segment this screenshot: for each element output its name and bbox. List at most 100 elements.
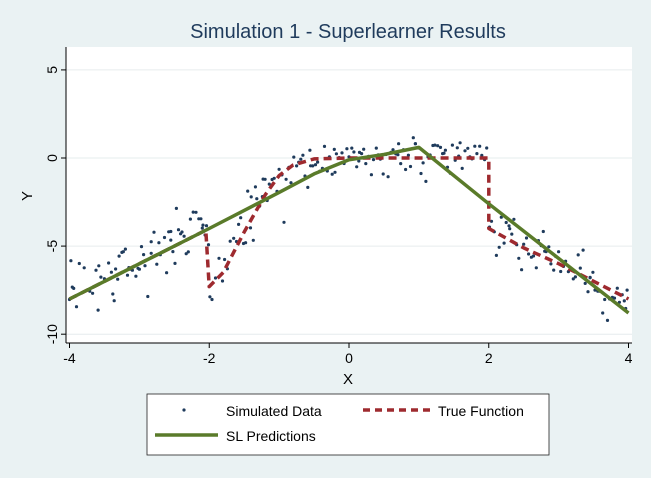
scatter-point xyxy=(480,153,484,157)
y-tick-label: -10 xyxy=(44,324,60,344)
scatter-point xyxy=(386,175,390,179)
scatter-point xyxy=(111,292,115,296)
scatter-point xyxy=(109,270,113,274)
scatter-point xyxy=(249,195,253,199)
scatter-point xyxy=(152,230,156,234)
x-tick-label: 0 xyxy=(345,350,353,366)
scatter-point xyxy=(284,177,288,181)
scatter-point xyxy=(622,299,626,303)
scatter-series xyxy=(67,136,629,322)
scatter-point xyxy=(466,146,470,150)
scatter-point xyxy=(438,145,443,149)
scatter-point xyxy=(169,229,173,234)
legend-box xyxy=(146,393,550,456)
x-tick-label: 4 xyxy=(625,350,633,366)
scatter-point xyxy=(237,222,241,226)
scatter-point xyxy=(578,266,582,270)
scatter-point xyxy=(413,142,417,146)
scatter-point xyxy=(510,232,514,236)
scatter-point xyxy=(547,245,551,249)
scatter-point xyxy=(182,234,186,238)
scatter-point xyxy=(615,286,619,290)
scatter-point xyxy=(340,151,344,155)
scatter-point xyxy=(112,299,116,303)
legend-sl-label: SL Predictions xyxy=(226,428,316,444)
scatter-point xyxy=(184,252,188,256)
scatter-point xyxy=(512,217,516,221)
scatter-point xyxy=(180,230,184,234)
scatter-point xyxy=(411,136,415,140)
scatter-point xyxy=(114,267,118,271)
scatter-point xyxy=(194,210,198,214)
scatter-point xyxy=(591,270,595,274)
sl-predictions-line xyxy=(68,145,630,315)
scatter-point xyxy=(137,267,141,271)
y-axis-ticks: 5 0 -5 -10 xyxy=(44,66,66,344)
scatter-point xyxy=(355,165,359,169)
scatter-point xyxy=(186,250,190,254)
scatter-point xyxy=(396,153,400,157)
scatter-point xyxy=(571,277,575,281)
scatter-point xyxy=(116,277,120,281)
scatter-point xyxy=(261,177,265,181)
scatter-point xyxy=(334,152,338,156)
scatter-point xyxy=(308,148,312,152)
scatter-point xyxy=(94,268,98,272)
scatter-point xyxy=(527,252,531,256)
scatter-point xyxy=(524,236,529,240)
scatter-point xyxy=(220,279,225,283)
scatter-point xyxy=(232,236,236,240)
scatter-point xyxy=(612,296,617,300)
scatter-point xyxy=(573,275,578,279)
scatter-point xyxy=(586,290,590,294)
scatter-point xyxy=(96,308,100,312)
scatter-point xyxy=(313,163,318,167)
scatter-point xyxy=(433,143,437,147)
scatter-point xyxy=(485,146,489,150)
scatter-point xyxy=(191,210,195,214)
scatter-point xyxy=(552,268,556,272)
scatter-point xyxy=(91,291,95,295)
scatter-point xyxy=(299,157,303,161)
scatter-point xyxy=(251,238,255,242)
scatter-point xyxy=(371,158,376,162)
scatter-point xyxy=(121,250,125,254)
scatter-point xyxy=(475,152,479,156)
scatter-point xyxy=(404,167,408,172)
plot-area xyxy=(66,47,632,343)
scatter-point xyxy=(408,164,413,169)
scatter-point xyxy=(436,144,440,148)
scatter-point xyxy=(188,217,192,221)
scatter-point xyxy=(316,160,320,164)
scatter-point xyxy=(443,148,447,152)
scatter-point xyxy=(277,167,281,171)
scatter-point xyxy=(223,257,227,262)
scatter-point xyxy=(213,276,218,280)
scatter-point xyxy=(455,146,459,150)
legend: Simulated Data True Function SL Predicti… xyxy=(146,393,550,456)
scatter-point xyxy=(289,181,293,185)
scatter-point xyxy=(149,251,153,255)
scatter-point xyxy=(157,241,161,245)
x-tick-label: -2 xyxy=(203,350,216,366)
scatter-point xyxy=(605,318,610,322)
x-tick-label: -4 xyxy=(63,350,76,366)
scatter-point xyxy=(77,261,81,266)
scatter-point xyxy=(332,147,336,151)
scatter-point xyxy=(200,226,204,230)
scatter-point xyxy=(208,295,212,299)
y-tick-label: 5 xyxy=(44,66,60,74)
scatter-point xyxy=(125,273,130,277)
scatter-point xyxy=(473,144,477,148)
scatter-point xyxy=(306,185,310,189)
scatter-point xyxy=(239,216,243,220)
scatter-point xyxy=(99,275,103,279)
scatter-point xyxy=(520,268,524,272)
scatter-point xyxy=(463,149,467,153)
scatter-point xyxy=(255,197,259,201)
scatter-point xyxy=(143,264,147,268)
scatter-point xyxy=(267,182,271,186)
scatter-point xyxy=(601,311,605,315)
scatter-point xyxy=(397,142,401,146)
